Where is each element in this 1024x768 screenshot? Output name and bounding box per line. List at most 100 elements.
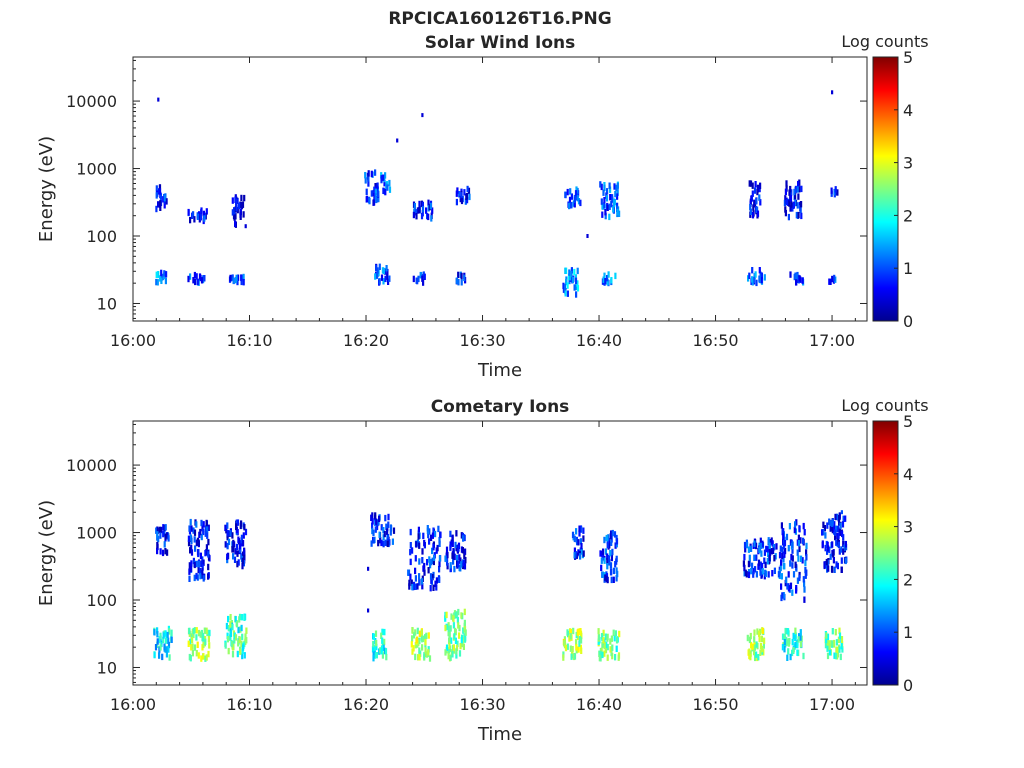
spectrogram-cell [447,622,450,629]
spectrogram-cell [382,534,385,541]
spectrogram-cell [576,285,580,292]
spectrogram-cell [226,553,229,560]
axes: 16:00 16:10 16:20 16:30 16:40 16:50 17:00 10 100… [66,57,867,350]
spectrogram-cell [190,644,193,651]
spectrogram-cell [753,540,756,547]
spectrogram-cell [241,557,244,565]
spectrogram-cell [423,569,426,576]
spectrogram-cell [380,524,383,531]
spectrogram-cell [226,632,229,639]
spectrogram-cell [606,558,609,565]
spectrogram-cell [577,628,580,635]
spectrogram-cell [372,651,375,658]
spectrogram-cell [575,186,578,193]
spectrogram-cell [421,557,424,564]
spectrogram-cell [758,194,761,201]
spectrogram-cell [751,643,754,650]
spectrogram-cell [418,578,421,586]
spectrogram-cell [611,548,614,556]
spectrogram-cell [426,525,429,532]
spectrogram-cell [207,524,210,531]
spectrogram-cell [240,624,243,632]
spectrogram-cell [606,635,609,642]
spectrogram-cell [193,271,196,279]
spectrogram-cell [566,290,569,297]
spectrogram-cell [386,273,389,280]
spectrogram-cell [163,541,166,548]
spectrogram-cell [384,514,387,522]
spectrogram-cell [371,522,374,529]
spectrogram-cell [245,627,248,634]
spectrogram-cell [766,546,769,553]
spectrogram-cell [167,646,170,653]
spectrogram-cell [385,265,388,272]
spectrogram-cell [199,528,202,536]
spectrogram-cell [760,635,763,643]
spectrogram-cell [204,549,207,557]
spectrogram-cell [782,533,785,540]
spectrogram-cell [831,628,834,635]
spectrogram-cell [455,611,458,618]
spectrogram-cell [423,539,426,547]
spectrogram-cell [432,558,435,566]
spectrogram-cell [230,640,234,648]
spectrogram-cell [461,547,464,554]
spectrogram-cell [610,635,613,642]
spectrogram-cell [578,530,581,537]
spectrogram-cell [411,635,414,642]
spectrogram-cell [200,207,203,214]
spectrogram-cell [207,650,210,658]
spectrogram-cell [787,628,790,635]
spectrogram-cell [417,526,420,534]
spectrogram-cell [569,188,572,195]
spectrogram-cell [235,205,238,212]
spectrogram-cell [163,202,166,209]
spectrogram-cell [777,571,780,578]
spectrogram-cell [767,571,770,578]
spectrogram-cell [798,275,801,282]
spectrogram-cell [241,562,244,570]
spectrogram-cell [237,536,240,543]
spectrogram-cell [385,523,388,530]
spectrogram-cell [453,565,456,573]
spectrogram-cell [435,584,438,591]
spectrogram-cell [409,528,412,536]
spectrogram-cell [563,640,566,647]
spectrogram-cell [164,524,167,531]
spectrogram-cell [618,630,621,638]
spectrogram-cell [204,525,207,532]
spectrogram-cell [796,202,799,209]
spectrogram-cell [613,198,616,205]
spectrogram-cell [791,555,794,562]
spectrogram-cell [613,531,617,538]
spectrogram-point [367,566,370,571]
spectrogram-cell [204,655,207,662]
spectrogram-cell [243,548,246,555]
spectrogram-cell [160,269,163,277]
spectrogram-cell [194,278,197,286]
spectrogram-cell [420,578,424,585]
spectrogram-cell [198,216,201,223]
spectrogram-cell [743,564,746,572]
spectrogram-cell [780,559,783,566]
spectrogram-cell [839,653,842,661]
spectrogram-cell [373,645,376,652]
spectrogram-cell [580,647,583,654]
spectrogram-cell [601,203,604,210]
spectrogram-cell [459,642,462,650]
spectrogram-cell [782,538,785,546]
spectrogram-cell [191,643,194,650]
spectrogram-cell [783,536,786,544]
spectrogram-cell [784,547,787,555]
spectrogram-cell [197,539,200,546]
spectrogram-cell [799,641,802,648]
spectrogram-cell [417,654,420,661]
spectrogram-cell [206,526,209,533]
spectrogram-cell [417,533,420,540]
spectrogram-cell [603,642,606,649]
spectrogram-cell [608,203,611,210]
spectrogram-cell [839,522,842,529]
spectrogram-cell [419,271,422,279]
spectrogram-cell [787,545,790,552]
spectrogram-cell [374,273,377,280]
